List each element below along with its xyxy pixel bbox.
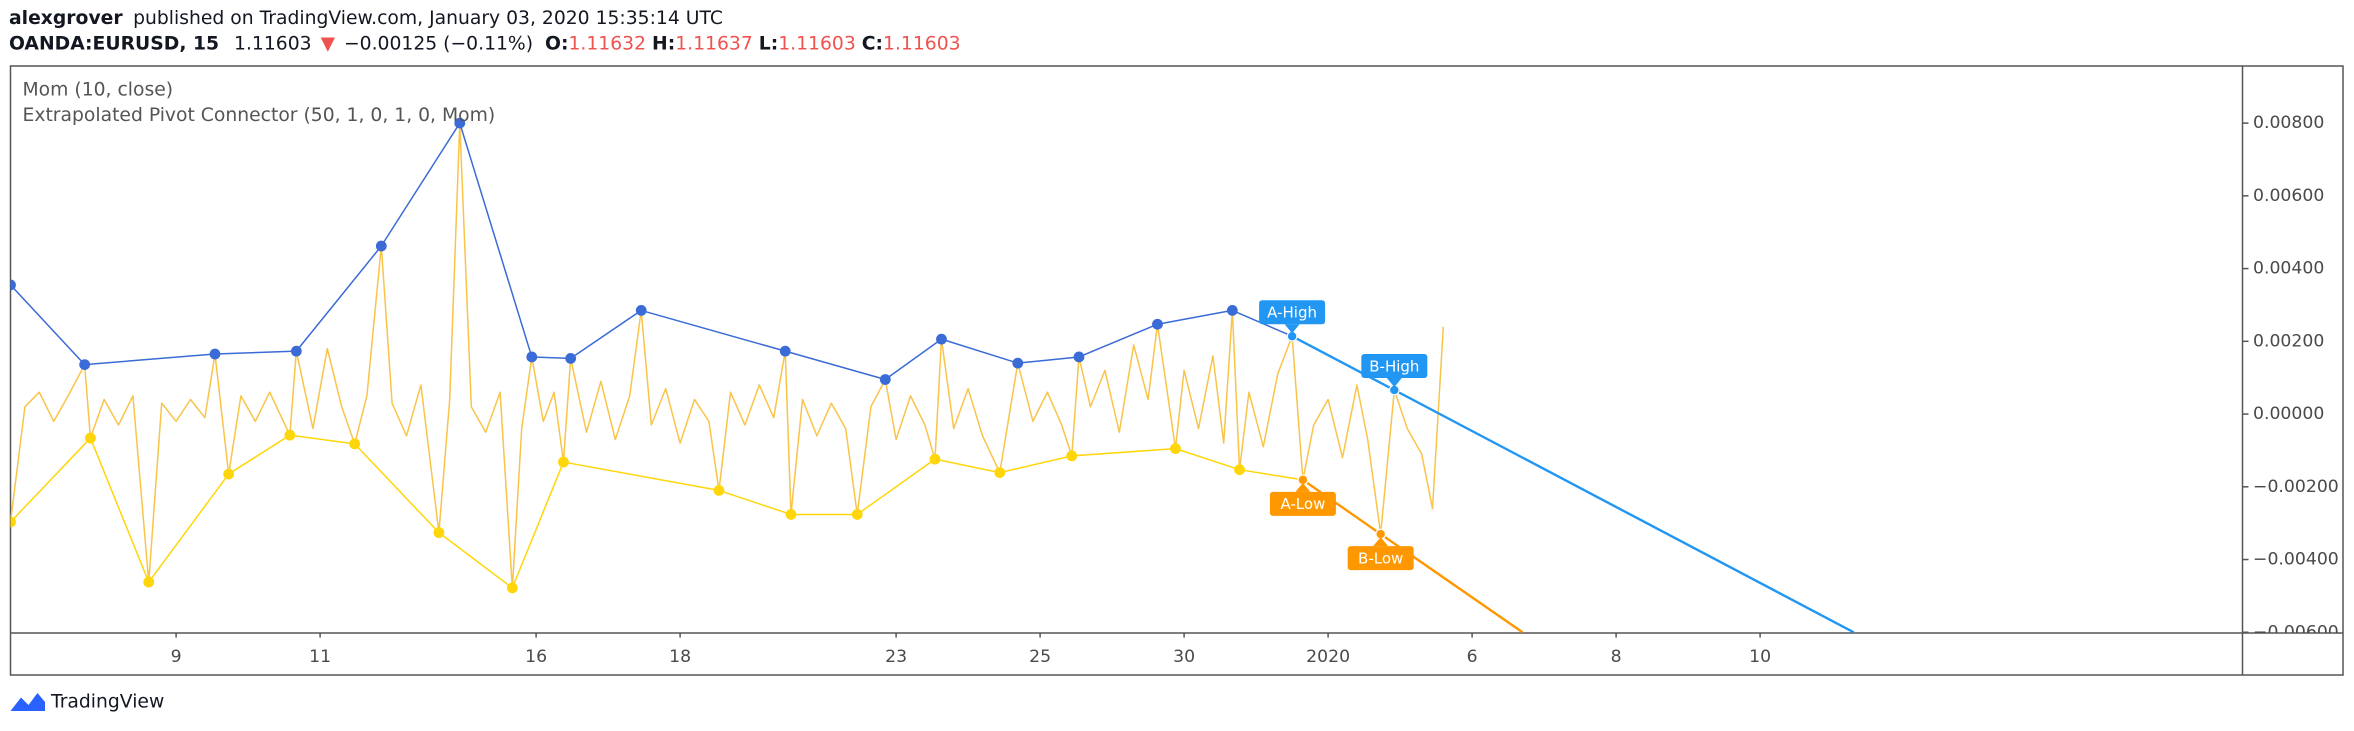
plot <box>10 117 1855 633</box>
price-axis: 0.00800 0.00600 0.00400 0.00200 0.00000 −0.00… <box>2242 113 2339 642</box>
label-box <box>1347 546 1414 571</box>
pivot-dot <box>1234 464 1245 476</box>
pivot-label: A-Low <box>1280 495 1325 513</box>
legend-entry: Extrapolated Pivot Connector (50, 1, 0, … <box>23 105 496 126</box>
label-box <box>1259 300 1326 325</box>
x-tick-label: 23 <box>885 647 907 667</box>
x-tick-label: 16 <box>525 647 547 667</box>
brand: TradingView <box>10 692 164 713</box>
last-price: 1.11603 <box>234 33 312 54</box>
pivot-dot <box>85 432 96 444</box>
ohlc-value: 1.11603 <box>778 33 856 54</box>
x-tick-label: 11 <box>309 647 331 667</box>
pivot-dot <box>994 467 1006 479</box>
pivot-dot <box>1073 351 1085 363</box>
pivot-dot <box>936 333 947 345</box>
pivot-dot <box>284 429 296 441</box>
time-axis: 9 11 16 18 23 25 30 2020 6 8 10 <box>171 633 1771 667</box>
brand-name: TradingView <box>50 692 164 713</box>
brand-logo <box>10 693 45 711</box>
y-tick-label: −0.00400 <box>2253 550 2339 570</box>
pivot-labels: A-High B-High A-Low B-Low <box>1259 300 1428 571</box>
ohlc-value: 1.11603 <box>883 33 961 54</box>
pivot-dot <box>223 468 235 480</box>
pivot-dot <box>349 438 361 450</box>
change: −0.00125 (−0.11%) <box>344 33 533 54</box>
series-line <box>10 122 1445 589</box>
y-tick-label: −0.00200 <box>2253 477 2339 497</box>
pivot-dot <box>433 527 445 539</box>
pivot-dot <box>565 353 577 364</box>
ohlc-label: C: <box>862 33 883 54</box>
y-tick-label: 0.00000 <box>2253 404 2324 424</box>
legend: Mom (10, close) Extrapolated Pivot Connec… <box>23 80 496 127</box>
pivot-label: B-High <box>1369 357 1419 375</box>
pivot-dot <box>929 453 941 465</box>
direction: ▼ <box>321 33 336 54</box>
x-tick-label: 10 <box>1749 647 1771 667</box>
pivot-dot <box>79 359 91 370</box>
pivot-dot <box>1226 305 1238 316</box>
series-line <box>10 434 1382 589</box>
series-line <box>10 122 1395 391</box>
series-line <box>1291 335 1855 633</box>
pivot-dot <box>526 351 538 363</box>
pivot-dot <box>713 485 725 496</box>
pivot-dot <box>851 509 863 520</box>
label-pointer <box>1284 324 1300 334</box>
pivot-dot <box>290 345 302 357</box>
author: alexgrover <box>9 8 123 29</box>
label-pointer <box>1295 482 1311 492</box>
published: published on TradingView.com, January 03… <box>133 8 723 29</box>
pivot-dot <box>779 345 791 357</box>
x-tick-label: 6 <box>1467 647 1478 667</box>
pivot-label: A-High <box>1267 303 1317 321</box>
header-line-2: OANDA:EURUSD, 15 1.11603 ▼ −0.00125 (−0.… <box>9 33 961 54</box>
symbol: OANDA:EURUSD, 15 <box>9 33 219 54</box>
pivot-dot <box>454 117 466 129</box>
label-box <box>1361 354 1428 379</box>
header-line-1: alexgrover published on TradingView.com,… <box>9 8 723 29</box>
y-tick-label: 0.00400 <box>2253 259 2324 279</box>
y-tick-label: −0.00600 <box>2253 622 2339 642</box>
x-tick-label: 18 <box>669 647 691 667</box>
ohlc-value: 1.11637 <box>675 33 753 54</box>
x-tick-label: 8 <box>1611 647 1622 667</box>
x-tick-label: 9 <box>171 647 182 667</box>
pivot-dot <box>635 305 647 316</box>
pivot-dot <box>785 509 797 520</box>
pivot-dot <box>506 582 518 594</box>
label-pointer <box>1373 537 1389 547</box>
label-box <box>1269 491 1336 516</box>
ohlc-label: O: <box>545 33 568 54</box>
y-tick-label: 0.00600 <box>2253 186 2324 206</box>
pane-border <box>9 65 2344 676</box>
y-tick-label: 0.00200 <box>2253 331 2324 351</box>
y-tick-label: 0.00800 <box>2253 113 2324 133</box>
scaled-root: alexgrover published on TradingView.com,… <box>9 8 2344 713</box>
ohlc-label: H: <box>652 33 675 54</box>
pivot-dot <box>1066 450 1078 462</box>
label-pointer <box>1386 378 1402 388</box>
pivot-dot <box>1012 357 1024 369</box>
pivot-dot <box>879 374 891 385</box>
ohlc-label: L: <box>759 33 778 54</box>
x-tick-label: 2020 <box>1306 647 1350 667</box>
pivot-dot <box>1152 318 1163 330</box>
pivot-dot <box>558 456 569 468</box>
pivot-dot <box>143 576 155 588</box>
legend-entry: Mom (10, close) <box>23 80 174 101</box>
pivot-dot <box>375 240 387 252</box>
pivot-dot <box>209 348 221 360</box>
pivot-dot <box>10 516 16 528</box>
pivot-label: B-Low <box>1358 549 1403 567</box>
ohlc-value: 1.11632 <box>568 33 646 54</box>
x-tick-label: 25 <box>1029 647 1051 667</box>
pivot-dot <box>1170 443 1181 455</box>
x-tick-label: 30 <box>1173 647 1195 667</box>
pivot-dot <box>10 279 16 291</box>
